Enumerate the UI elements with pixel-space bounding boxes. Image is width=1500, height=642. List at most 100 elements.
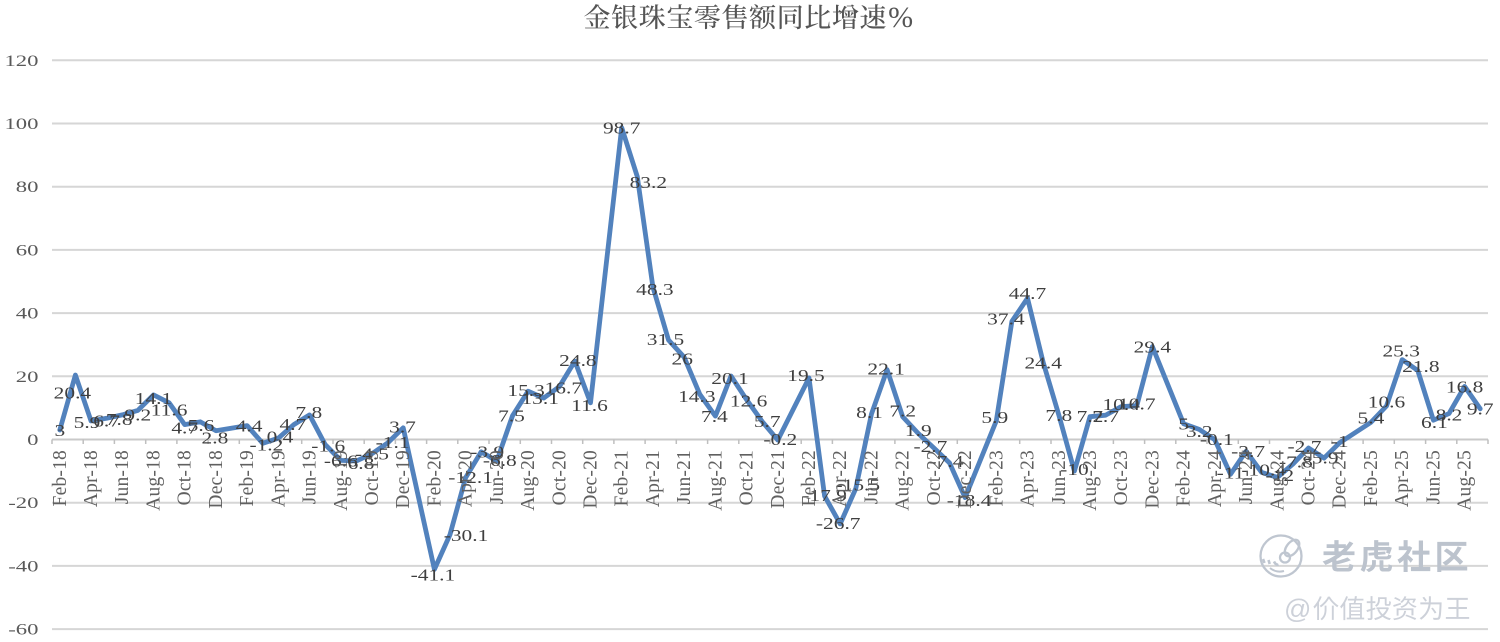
svg-text:-12.1: -12.1	[448, 469, 493, 487]
svg-text:Jun-19: Jun-19	[300, 450, 321, 504]
svg-text:4.4: 4.4	[236, 418, 263, 436]
svg-text:-12: -12	[1266, 467, 1295, 485]
svg-text:-1.1: -1.1	[376, 434, 410, 452]
svg-text:16.8: 16.8	[1446, 378, 1483, 396]
svg-text:100: 100	[4, 115, 38, 133]
svg-text:-3.9: -3.9	[470, 443, 504, 461]
svg-text:7.2: 7.2	[1077, 408, 1104, 426]
svg-text:Apr-18: Apr-18	[81, 450, 102, 507]
svg-text:-2.7: -2.7	[1288, 438, 1322, 456]
svg-text:@: @	[1284, 594, 1311, 624]
svg-text:Aug-20: Aug-20	[518, 450, 539, 511]
svg-text:Dec-21: Dec-21	[768, 450, 789, 509]
svg-text:9.7: 9.7	[1467, 400, 1494, 418]
svg-text:-60: -60	[8, 621, 38, 639]
svg-text:Aug-25: Aug-25	[1455, 450, 1476, 511]
svg-text:3.2: 3.2	[1186, 423, 1213, 441]
svg-text:-18.4: -18.4	[947, 492, 992, 510]
svg-text:-1.6: -1.6	[311, 438, 345, 456]
svg-text:Jun-18: Jun-18	[112, 450, 133, 504]
svg-text:Apr-25: Apr-25	[1392, 450, 1413, 507]
svg-text:Oct-20: Oct-20	[549, 450, 570, 505]
svg-text:-0.2: -0.2	[763, 431, 797, 449]
svg-text:Oct-18: Oct-18	[175, 450, 196, 505]
svg-text:7.8: 7.8	[295, 404, 322, 422]
svg-text:6.7: 6.7	[93, 412, 120, 430]
svg-text:Oct-24: Oct-24	[1299, 450, 1320, 505]
svg-text:5.9: 5.9	[981, 409, 1008, 427]
svg-text:31.5: 31.5	[647, 331, 684, 349]
svg-text:4.7: 4.7	[171, 420, 198, 438]
svg-text:0: 0	[27, 431, 39, 449]
svg-text:Feb-20: Feb-20	[424, 450, 445, 506]
svg-text:-10: -10	[1060, 461, 1089, 479]
svg-text:20.1: 20.1	[711, 370, 748, 388]
svg-text:Apr-23: Apr-23	[1018, 450, 1039, 507]
svg-text:22.1: 22.1	[867, 361, 904, 379]
svg-text:15.3: 15.3	[507, 382, 544, 400]
svg-text:Aug-19: Aug-19	[331, 450, 352, 511]
svg-text:14.3: 14.3	[678, 388, 715, 406]
svg-text:7.5: 7.5	[498, 407, 525, 425]
svg-text:44.7: 44.7	[1009, 285, 1047, 303]
svg-text:-10.4: -10.4	[1241, 461, 1286, 479]
svg-text:-6.8: -6.8	[340, 455, 374, 473]
svg-text:Aug-24: Aug-24	[1267, 450, 1288, 511]
svg-text:%: %	[888, 1, 913, 34]
svg-text:7.7: 7.7	[1092, 408, 1119, 426]
svg-text:Oct-21: Oct-21	[737, 450, 758, 505]
svg-text:120: 120	[4, 52, 38, 70]
svg-text:5: 5	[1178, 416, 1189, 434]
svg-text:9.2: 9.2	[124, 406, 151, 424]
svg-text:24.8: 24.8	[559, 352, 596, 370]
svg-text:-30.1: -30.1	[444, 527, 489, 545]
svg-text:7.2: 7.2	[889, 403, 916, 421]
svg-text:40: 40	[16, 305, 39, 323]
svg-text:Feb-18: Feb-18	[50, 450, 71, 506]
svg-text:Jun-23: Jun-23	[1049, 450, 1070, 504]
svg-text:10.4: 10.4	[1102, 396, 1140, 414]
svg-text:10.6: 10.6	[1368, 393, 1406, 411]
svg-text:11.6: 11.6	[151, 402, 188, 420]
svg-text:5.7: 5.7	[754, 413, 781, 431]
svg-text:Dec-24: Dec-24	[1330, 450, 1351, 509]
svg-text:-2.7: -2.7	[913, 438, 947, 456]
svg-text:3.7: 3.7	[389, 418, 416, 436]
svg-text:Oct-19: Oct-19	[362, 450, 383, 505]
svg-text:Apr-20: Apr-20	[456, 450, 477, 507]
svg-text:Dec-19: Dec-19	[393, 450, 414, 509]
svg-text:8.2: 8.2	[1436, 407, 1463, 425]
svg-text:21.8: 21.8	[1402, 358, 1439, 376]
svg-text:24.4: 24.4	[1024, 354, 1062, 372]
svg-text:13.1: 13.1	[521, 390, 558, 408]
svg-text:10.7: 10.7	[1118, 396, 1156, 414]
svg-text:Feb-19: Feb-19	[237, 450, 258, 506]
svg-text:29.4: 29.4	[1134, 338, 1172, 356]
svg-text:Apr-21: Apr-21	[643, 450, 664, 507]
svg-text:6.1: 6.1	[1421, 414, 1448, 432]
svg-text:Feb-22: Feb-22	[799, 450, 820, 506]
svg-text:5.4: 5.4	[1358, 409, 1385, 427]
svg-text:7.8: 7.8	[1045, 407, 1072, 425]
svg-text:-7.8: -7.8	[1279, 454, 1313, 472]
svg-text:60: 60	[16, 242, 39, 260]
svg-text:8.1: 8.1	[856, 404, 883, 422]
svg-text:48.3: 48.3	[636, 281, 673, 299]
svg-text:Jun-22: Jun-22	[862, 450, 883, 504]
svg-text:11.6: 11.6	[571, 397, 608, 415]
svg-text:Feb-23: Feb-23	[986, 450, 1007, 506]
svg-text:-4.5: -4.5	[355, 445, 389, 463]
svg-text:83.2: 83.2	[630, 174, 667, 192]
svg-text:Aug-18: Aug-18	[144, 450, 165, 511]
svg-text:7.4: 7.4	[701, 408, 728, 426]
svg-text:0.4: 0.4	[267, 429, 294, 447]
svg-text:25.3: 25.3	[1382, 343, 1419, 361]
svg-text:Feb-24: Feb-24	[1174, 450, 1195, 506]
svg-text:-5.9: -5.9	[1305, 450, 1339, 468]
svg-text:Aug-22: Aug-22	[893, 450, 914, 511]
svg-text:Apr-24: Apr-24	[1205, 450, 1226, 507]
svg-text:-7.4: -7.4	[930, 453, 964, 471]
svg-text:Jun-21: Jun-21	[674, 450, 695, 504]
svg-text:-6.8: -6.8	[483, 452, 517, 470]
svg-text:1.9: 1.9	[905, 422, 932, 440]
